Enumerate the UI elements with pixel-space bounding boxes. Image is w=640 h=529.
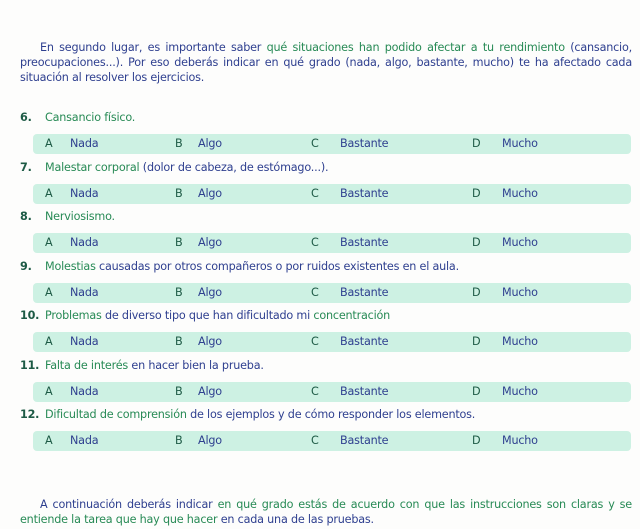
option-letter-a[interactable]: A <box>45 434 53 447</box>
option-label-mucho[interactable]: Mucho <box>502 236 538 249</box>
option-label-bastante[interactable]: Bastante <box>340 236 389 249</box>
question-number: 11. <box>20 358 40 372</box>
option-letter-c[interactable]: C <box>311 384 319 398</box>
option-label-algo[interactable]: Algo <box>198 384 222 398</box>
text-segment: Molestias <box>45 259 96 273</box>
option-label-bastante[interactable]: Bastante <box>340 434 389 447</box>
answer-options: A Nada B Algo C Bastante D Mucho <box>33 381 631 402</box>
option-letter-d[interactable]: D <box>472 186 481 200</box>
option-letter-b[interactable]: B <box>175 236 183 249</box>
option-letter-c[interactable]: C <box>311 285 319 299</box>
text-segment: en hacer bien la prueba. <box>128 358 264 372</box>
option-letter-d[interactable]: D <box>472 434 481 447</box>
answer-options: A Nada B Algo C Bastante D Mucho <box>33 183 631 204</box>
text-segment: (dolor de cabeza, de estómago...). <box>139 160 329 174</box>
option-letter-c[interactable]: C <box>311 335 319 348</box>
option-letter-a[interactable]: A <box>45 137 53 150</box>
answer-options: A Nada B Algo C Bastante D Mucho <box>33 134 631 154</box>
option-label-algo[interactable]: Algo <box>198 137 222 150</box>
question-12: 12. Dificultad de comprensión de los ejem… <box>20 408 475 421</box>
option-letter-c[interactable]: C <box>311 236 319 249</box>
option-letter-b[interactable]: B <box>175 285 183 299</box>
option-label-algo[interactable]: Algo <box>198 236 222 249</box>
option-label-bastante[interactable]: Bastante <box>340 285 389 299</box>
option-label-mucho[interactable]: Mucho <box>502 186 538 200</box>
option-label-algo[interactable]: Algo <box>198 335 222 348</box>
question-number: 6. <box>20 111 32 124</box>
question-6: 6. Cansancio físico. <box>20 111 135 124</box>
text-segment: concentración <box>313 309 391 322</box>
option-letter-a[interactable]: A <box>45 335 53 348</box>
option-letter-a[interactable]: A <box>45 285 53 299</box>
answer-options: A Nada B Algo C Bastante D Mucho <box>33 332 631 352</box>
option-label-nada[interactable]: Nada <box>70 137 99 150</box>
option-letter-b[interactable]: B <box>175 137 183 150</box>
option-letter-d[interactable]: D <box>472 236 481 249</box>
option-letter-d[interactable]: D <box>472 137 481 150</box>
option-label-nada[interactable]: Nada <box>70 335 99 348</box>
question-number: 7. <box>20 160 32 174</box>
text-segment: En segundo lugar, es importante saber <box>40 41 267 54</box>
text-segment: Nerviosismo. <box>45 210 115 223</box>
option-label-bastante[interactable]: Bastante <box>340 186 389 200</box>
answer-options: A Nada B Algo C Bastante D Mucho <box>33 282 631 303</box>
option-letter-d[interactable]: D <box>472 285 481 299</box>
outro-paragraph: A continuación deberás indicar en qué gr… <box>20 497 632 527</box>
option-label-mucho[interactable]: Mucho <box>502 335 538 348</box>
option-label-algo[interactable]: Algo <box>198 186 222 200</box>
option-letter-b[interactable]: B <box>175 434 183 447</box>
option-label-algo[interactable]: Algo <box>198 285 222 299</box>
question-8: 8. Nerviosismo. <box>20 210 115 223</box>
question-number: 8. <box>20 210 32 223</box>
option-label-mucho[interactable]: Mucho <box>502 285 538 299</box>
option-label-mucho[interactable]: Mucho <box>502 434 538 447</box>
text-segment: A continuación deberás indicar <box>40 498 218 511</box>
option-letter-b[interactable]: B <box>175 335 183 348</box>
option-letter-a[interactable]: A <box>45 384 53 398</box>
option-label-nada[interactable]: Nada <box>70 285 99 299</box>
text-segment: de diverso tipo que han dificultado mi <box>101 309 314 322</box>
question-11: 11. Falta de interés en hacer bien la pru… <box>20 359 264 372</box>
question-7: 7. Malestar corporal (dolor de cabeza, de… <box>20 160 329 174</box>
text-segment: en cada una de las pruebas. <box>217 513 374 526</box>
option-letter-d[interactable]: D <box>472 384 481 398</box>
option-label-nada[interactable]: Nada <box>70 186 99 200</box>
option-letter-b[interactable]: B <box>175 186 183 200</box>
option-label-bastante[interactable]: Bastante <box>340 137 389 150</box>
question-10: 10. Problemas de diverso tipo que han dif… <box>20 309 390 322</box>
text-segment: qué situaciones han podido afectar a tu … <box>266 41 565 54</box>
text-segment: Cansancio físico. <box>45 111 136 124</box>
text-segment: de los ejemplos y de cómo responder los … <box>186 408 476 421</box>
option-label-bastante[interactable]: Bastante <box>340 384 389 398</box>
option-letter-a[interactable]: A <box>45 186 53 200</box>
text-segment: Dificultad de comprensión <box>45 408 187 421</box>
option-label-nada[interactable]: Nada <box>70 236 99 249</box>
question-number: 12. <box>20 408 40 421</box>
option-label-algo[interactable]: Algo <box>198 434 222 447</box>
option-letter-c[interactable]: C <box>311 434 319 447</box>
option-label-mucho[interactable]: Mucho <box>502 137 538 150</box>
text-segment: (cansancio, preocupaciones...). Por eso … <box>20 41 632 84</box>
text-segment: en qué grado estás de acuerdo con que la… <box>20 498 632 526</box>
option-letter-b[interactable]: B <box>175 384 183 398</box>
option-letter-a[interactable]: A <box>45 236 53 249</box>
question-number: 9. <box>20 259 32 273</box>
answer-options: A Nada B Algo C Bastante D Mucho <box>33 233 631 253</box>
answer-options: A Nada B Algo C Bastante D Mucho <box>33 431 631 451</box>
option-label-bastante[interactable]: Bastante <box>340 335 389 348</box>
text-segment: causadas por otros compañeros o por ruid… <box>95 259 459 273</box>
option-label-nada[interactable]: Nada <box>70 434 99 447</box>
text-segment: Malestar corporal <box>45 160 140 174</box>
option-letter-d[interactable]: D <box>472 335 481 348</box>
question-number: 10. <box>20 309 40 322</box>
option-label-mucho[interactable]: Mucho <box>502 384 538 398</box>
option-label-nada[interactable]: Nada <box>70 384 99 398</box>
intro-paragraph: En segundo lugar, es importante saber qu… <box>20 40 632 85</box>
text-segment: Problemas <box>45 309 102 322</box>
option-letter-c[interactable]: C <box>311 137 319 150</box>
option-letter-c[interactable]: C <box>311 186 319 200</box>
text-segment: Falta de interés <box>45 358 129 372</box>
question-9: 9. Molestias causadas por otros compañero… <box>20 260 459 273</box>
